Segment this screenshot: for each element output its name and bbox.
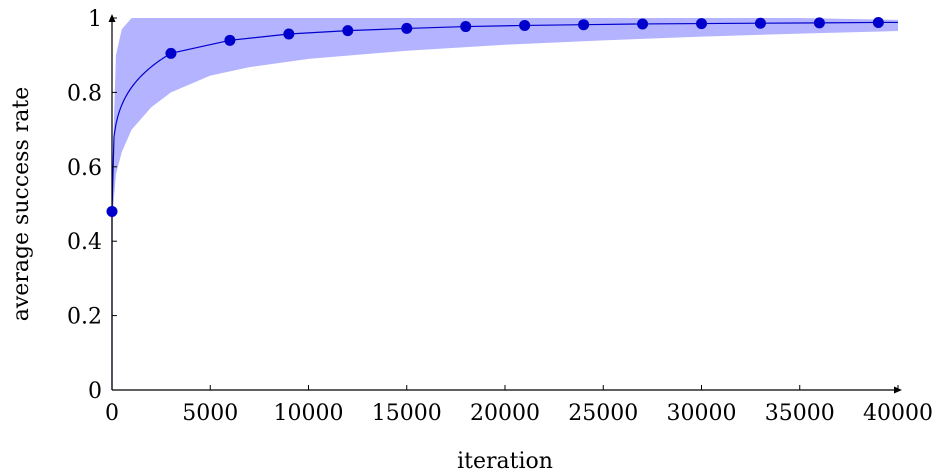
data-point xyxy=(519,19,531,31)
x-tick-label: 15000 xyxy=(372,401,442,426)
series-line xyxy=(111,21,898,390)
y-tick-label: 0.6 xyxy=(67,156,102,181)
x-tick-label: 40000 xyxy=(863,401,933,426)
data-point xyxy=(401,22,413,34)
confidence-band-layer xyxy=(112,18,898,223)
y-tick-label: 0.8 xyxy=(67,81,102,106)
x-tick-label: 30000 xyxy=(667,401,737,426)
x-tick-label: 35000 xyxy=(765,401,835,426)
tick-labels-layer: 0 5000 10000 15000 20000 25000 30000 35000 40000… xyxy=(67,7,933,426)
data-point xyxy=(224,34,236,46)
series-line-layer xyxy=(111,21,898,390)
y-tick-label: 0.4 xyxy=(67,230,102,255)
series-points-layer xyxy=(106,16,884,217)
data-point xyxy=(578,19,590,31)
data-point xyxy=(283,28,295,40)
x-tick-label: 5000 xyxy=(182,401,238,426)
data-point xyxy=(460,21,472,33)
x-tick-label: 0 xyxy=(105,401,119,426)
y-tick-label: 1 xyxy=(88,7,102,32)
data-point xyxy=(165,47,177,59)
x-tick-label: 20000 xyxy=(470,401,540,426)
confidence-band xyxy=(112,18,898,223)
x-tick-label: 25000 xyxy=(568,401,638,426)
data-point xyxy=(342,25,354,37)
data-point xyxy=(754,17,766,29)
x-axis-title: iteration xyxy=(457,449,553,474)
y-axis-title: average success rate xyxy=(9,87,34,321)
y-tick-label: 0.2 xyxy=(67,305,102,330)
data-point xyxy=(696,18,707,30)
data-point xyxy=(872,16,884,28)
data-point xyxy=(637,18,649,30)
data-point xyxy=(813,17,825,29)
axes-layer xyxy=(108,14,902,394)
y-tick-label: 0 xyxy=(88,379,102,404)
data-point xyxy=(106,205,118,217)
x-tick-label: 10000 xyxy=(274,401,344,426)
